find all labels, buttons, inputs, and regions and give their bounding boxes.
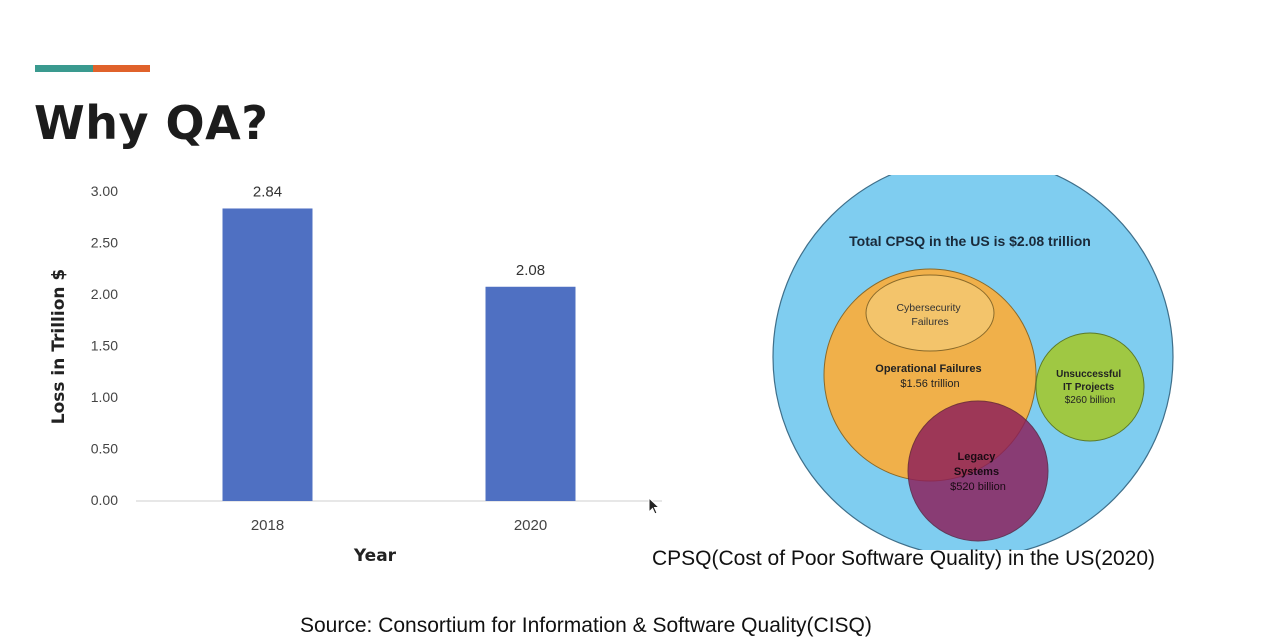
y-tick-label: 2.50 [91, 235, 118, 251]
legacy-systems-label-line2: Systems [954, 466, 999, 478]
unsuccessful-it-projects-label-line1: Unsuccessful [1056, 369, 1121, 380]
unsuccessful-it-projects-label-line3: $260 billion [1065, 395, 1116, 406]
unsuccessful-it-projects-label: Unsuccessful IT Projects $260 billion [1056, 369, 1124, 406]
y-tick-label: 3.00 [91, 183, 118, 199]
y-axis-title: Loss in Trillion $ [49, 269, 69, 424]
slide-title: Why QA? [34, 96, 269, 150]
y-tick-label: 2.00 [91, 286, 118, 302]
legacy-systems-label-line1: Legacy [958, 451, 997, 463]
bar-2020 [485, 286, 576, 501]
y-tick-label: 1.00 [91, 389, 118, 405]
operational-failures-label-line1: Operational Failures [875, 363, 981, 375]
mouse-cursor-icon [648, 497, 661, 515]
x-axis-title: Year [353, 546, 397, 566]
unsuccessful-it-projects-circle [1035, 332, 1145, 442]
y-tick-label: 0.00 [91, 492, 118, 508]
data-label: 2.08 [516, 262, 545, 279]
accent-bar-orange [93, 65, 150, 72]
y-tick-label: 0.50 [91, 441, 118, 457]
bar-2018 [222, 208, 313, 502]
source-citation: Source: Consortium for Information & Sof… [300, 614, 872, 637]
operational-failures-label: Operational Failures $1.56 trillion [875, 363, 984, 390]
cybersecurity-label-line1: Cybersecurity [896, 302, 961, 314]
cybersecurity-label: Cybersecurity Failures [896, 302, 963, 328]
x-tick-label: 2020 [514, 517, 547, 534]
legacy-systems-circle [907, 400, 1049, 542]
cybersecurity-label-line2: Failures [911, 316, 948, 328]
bubble-title: Total CPSQ in the US is $2.08 trillion [849, 233, 1091, 249]
accent-bar [35, 65, 150, 72]
y-tick-label: 1.50 [91, 338, 118, 354]
accent-bar-teal [35, 65, 93, 72]
unsuccessful-it-projects-label-line2: IT Projects [1063, 382, 1115, 393]
x-tick-label: 2018 [251, 517, 284, 534]
cybersecurity-failures-circle [865, 274, 995, 352]
legacy-systems-label-line3: $520 billion [950, 481, 1006, 493]
legacy-systems-label: Legacy Systems $520 billion [950, 451, 1006, 493]
bubble-chart-caption: CPSQ(Cost of Poor Software Quality) in t… [652, 547, 1156, 570]
data-label: 2.84 [253, 183, 282, 200]
operational-failures-label-line2: $1.56 trillion [900, 378, 959, 390]
cpsq-bubble-chart: Total CPSQ in the US is $2.08 trillion C… [772, 175, 1174, 550]
bar-chart: 0.00 0.50 1.00 1.50 2.00 2.50 3.00 2.84 2018 2.08… [49, 183, 662, 566]
